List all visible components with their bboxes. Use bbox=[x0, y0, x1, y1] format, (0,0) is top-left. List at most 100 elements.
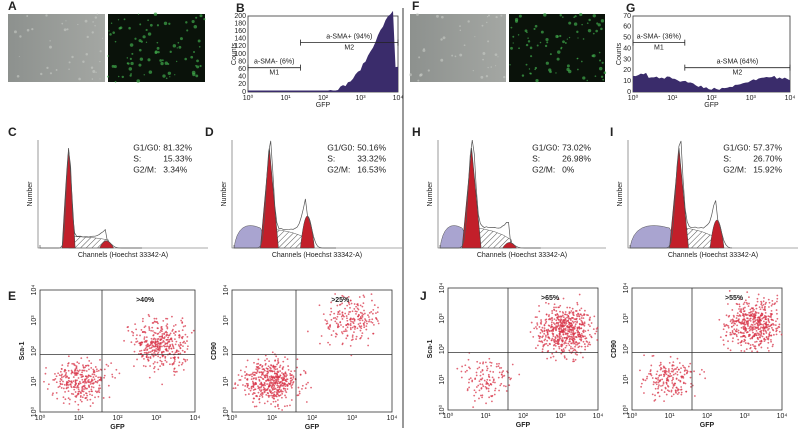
dot bbox=[252, 385, 255, 388]
x-tick-label: 10³ bbox=[555, 413, 566, 420]
dot bbox=[178, 330, 180, 333]
dot bbox=[740, 349, 743, 352]
dot bbox=[749, 325, 752, 328]
cell bbox=[568, 21, 572, 25]
dot bbox=[134, 323, 137, 326]
dot bbox=[503, 384, 505, 387]
cell bbox=[129, 43, 134, 47]
dot bbox=[280, 380, 283, 383]
stat-label: S: bbox=[327, 153, 335, 163]
y-axis-label: CD90 bbox=[611, 340, 618, 358]
dot bbox=[147, 313, 150, 316]
dot bbox=[747, 342, 749, 345]
dot bbox=[76, 379, 78, 382]
cell bbox=[490, 66, 493, 68]
dot bbox=[663, 366, 665, 369]
dot bbox=[151, 346, 153, 349]
dot bbox=[567, 319, 569, 322]
dot bbox=[588, 318, 591, 321]
cell bbox=[586, 22, 589, 24]
dot bbox=[751, 324, 754, 326]
dot bbox=[571, 347, 574, 350]
x-axis-label: Channels (Hoechst 33342-A) bbox=[668, 252, 758, 259]
dot bbox=[371, 312, 374, 315]
dot bbox=[354, 310, 357, 313]
dot bbox=[63, 370, 66, 373]
x-tick-label: 10³ bbox=[347, 415, 358, 422]
dot bbox=[190, 331, 193, 334]
dot bbox=[47, 383, 50, 386]
dot bbox=[74, 374, 77, 376]
dot bbox=[357, 323, 360, 326]
gate bbox=[247, 64, 301, 71]
dot bbox=[277, 359, 279, 362]
dot bbox=[756, 300, 759, 303]
dot bbox=[469, 367, 471, 370]
dot bbox=[136, 358, 138, 361]
dot bbox=[95, 375, 97, 378]
cell bbox=[546, 41, 549, 44]
dot bbox=[568, 311, 571, 313]
cell bbox=[193, 25, 198, 29]
dot bbox=[502, 370, 505, 372]
dot bbox=[90, 367, 93, 369]
cell bbox=[129, 74, 132, 77]
dot bbox=[672, 393, 675, 396]
x-tick-label: 10² bbox=[112, 415, 123, 422]
dot bbox=[730, 322, 733, 325]
cell bbox=[557, 50, 561, 54]
cell bbox=[156, 41, 159, 44]
dot bbox=[563, 356, 566, 359]
dot bbox=[684, 382, 687, 385]
dot bbox=[464, 371, 467, 373]
panel-letter: G bbox=[626, 1, 635, 15]
dot bbox=[761, 305, 764, 307]
cell bbox=[603, 71, 607, 74]
dot bbox=[473, 389, 476, 392]
dot bbox=[275, 355, 278, 358]
dot bbox=[145, 336, 148, 339]
dot bbox=[284, 388, 287, 390]
dot bbox=[769, 325, 771, 328]
dot bbox=[161, 345, 163, 348]
dot bbox=[497, 365, 500, 367]
dot bbox=[260, 394, 263, 397]
dot bbox=[643, 354, 645, 357]
dot bbox=[304, 372, 307, 375]
dot bbox=[89, 405, 92, 407]
cell bbox=[474, 36, 476, 38]
sub-g1 bbox=[629, 225, 680, 249]
dot bbox=[261, 396, 264, 398]
dot bbox=[487, 387, 490, 390]
dot bbox=[725, 314, 728, 317]
dot bbox=[260, 376, 263, 379]
dot bbox=[679, 380, 682, 383]
dot bbox=[568, 331, 571, 333]
cell bbox=[138, 48, 142, 52]
cell bbox=[117, 19, 120, 21]
dot bbox=[498, 362, 500, 365]
dot bbox=[572, 317, 574, 319]
dot bbox=[82, 381, 85, 383]
cell bbox=[416, 13, 419, 16]
dot bbox=[114, 376, 116, 379]
dot bbox=[157, 342, 159, 345]
dot bbox=[349, 306, 351, 309]
dot bbox=[268, 385, 271, 388]
dot bbox=[727, 340, 729, 343]
dot bbox=[63, 383, 66, 386]
dot bbox=[98, 384, 101, 387]
cell bbox=[441, 15, 444, 19]
dot bbox=[567, 330, 570, 333]
cell bbox=[162, 74, 166, 78]
dot bbox=[265, 367, 268, 370]
cell bbox=[601, 61, 604, 64]
dot bbox=[541, 341, 544, 344]
panel-letter: D bbox=[205, 125, 214, 139]
dot bbox=[350, 320, 352, 323]
cell bbox=[168, 22, 171, 25]
dot bbox=[173, 356, 176, 359]
dot bbox=[579, 335, 582, 338]
dot bbox=[80, 400, 83, 403]
dot bbox=[123, 339, 125, 342]
